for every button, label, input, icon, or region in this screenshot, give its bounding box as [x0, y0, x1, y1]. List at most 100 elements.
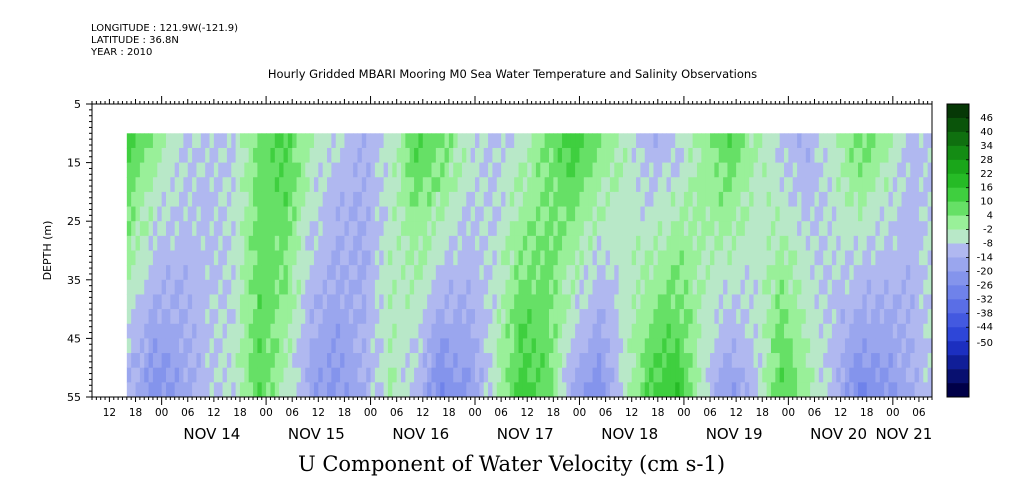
heatmap-cell [135, 338, 141, 354]
heatmap-cell [679, 162, 685, 178]
heatmap-cell [448, 235, 454, 251]
heatmap-cell [244, 191, 250, 207]
heatmap-cell [636, 250, 641, 266]
heatmap-cell [374, 382, 380, 398]
heatmap-cell [431, 133, 437, 149]
heatmap-cell [135, 309, 141, 325]
heatmap-cell [836, 147, 841, 163]
heatmap-cell [696, 279, 702, 295]
heatmap-cell [266, 221, 271, 237]
heatmap-cell [797, 367, 802, 383]
heatmap-cell [548, 250, 554, 266]
heatmap-cell [683, 353, 689, 369]
heatmap-cell [744, 265, 750, 281]
heatmap-cell [492, 367, 498, 383]
heatmap-cell [814, 279, 820, 295]
heatmap-cell [383, 162, 389, 178]
heatmap-cell [296, 162, 302, 178]
heatmap-cell [144, 162, 149, 178]
heatmap-cell [427, 338, 432, 354]
heatmap-cell [649, 309, 654, 325]
heatmap-cell [866, 221, 872, 237]
heatmap-cell [814, 147, 820, 163]
heatmap-cell [440, 382, 445, 398]
heatmap-cell [670, 177, 676, 193]
heatmap-cell [562, 279, 567, 295]
heatmap-cell [710, 279, 715, 295]
heatmap-cell [205, 309, 210, 325]
heatmap-cell [570, 279, 576, 295]
heatmap-cell [827, 221, 833, 237]
heatmap-cell [488, 353, 493, 369]
heatmap-cell [366, 265, 371, 281]
heatmap-cell [901, 221, 907, 237]
heatmap-cell [618, 323, 624, 339]
heatmap-cell [566, 367, 572, 383]
heatmap-cell [383, 265, 389, 281]
heatmap-cell [379, 265, 384, 281]
heatmap-cell [810, 338, 815, 354]
heatmap-cell [448, 367, 454, 383]
heatmap-cell [470, 265, 476, 281]
heatmap-cell [710, 309, 715, 325]
heatmap-cell [670, 133, 676, 149]
heatmap-cell [139, 235, 145, 251]
heatmap-cell [431, 250, 437, 266]
heatmap-cell [592, 323, 598, 339]
heatmap-cell [818, 338, 824, 354]
heatmap-cell [923, 147, 929, 163]
heatmap-cell [401, 235, 406, 251]
heatmap-cell [631, 279, 637, 295]
heatmap-cell [261, 265, 267, 281]
heatmap-cell [405, 250, 411, 266]
heatmap-cell [270, 309, 276, 325]
heatmap-cell [135, 367, 141, 383]
heatmap-cell [701, 265, 707, 281]
heatmap-cell [575, 206, 580, 222]
heatmap-cell [470, 250, 476, 266]
heatmap-cell [331, 206, 337, 222]
heatmap-cell [766, 206, 772, 222]
heatmap-cell [357, 147, 363, 163]
heatmap-cell [609, 221, 615, 237]
heatmap-cell [692, 177, 698, 193]
heatmap-cell [222, 323, 228, 339]
heatmap-cell [583, 353, 589, 369]
colorbar-swatch [947, 271, 969, 286]
heatmap-cell [762, 235, 768, 251]
heatmap-cell [714, 353, 720, 369]
heatmap-cell [749, 279, 754, 295]
heatmap-cell [457, 338, 463, 354]
heatmap-cell [126, 294, 132, 310]
heatmap-cell [374, 177, 380, 193]
heatmap-cell [148, 323, 154, 339]
heatmap-cell [231, 309, 237, 325]
heatmap-cell [705, 294, 711, 310]
heatmap-cell [279, 221, 284, 237]
heatmap-cell [135, 191, 141, 207]
heatmap-cell [401, 206, 406, 222]
heatmap-cell [218, 279, 223, 295]
heatmap-cell [466, 294, 472, 310]
heatmap-cell [818, 265, 824, 281]
heatmap-cell [370, 191, 376, 207]
heatmap-cell [200, 323, 206, 339]
heatmap-cell [588, 133, 593, 149]
heatmap-cell [918, 133, 924, 149]
heatmap-cell [727, 191, 733, 207]
heatmap-cell [518, 235, 524, 251]
heatmap-cell [888, 353, 894, 369]
colorbar-swatch [947, 341, 969, 356]
heatmap-cell [627, 221, 633, 237]
heatmap-cell [596, 323, 602, 339]
heatmap-cell [718, 206, 724, 222]
heatmap-cell [392, 147, 398, 163]
heatmap-cell [592, 265, 598, 281]
heatmap-cell [183, 177, 189, 193]
heatmap-cell [313, 162, 319, 178]
heatmap-cell [218, 191, 223, 207]
heatmap-cell [309, 206, 315, 222]
heatmap-cell [322, 191, 328, 207]
heatmap-cell [279, 323, 284, 339]
heatmap-cell [179, 162, 184, 178]
